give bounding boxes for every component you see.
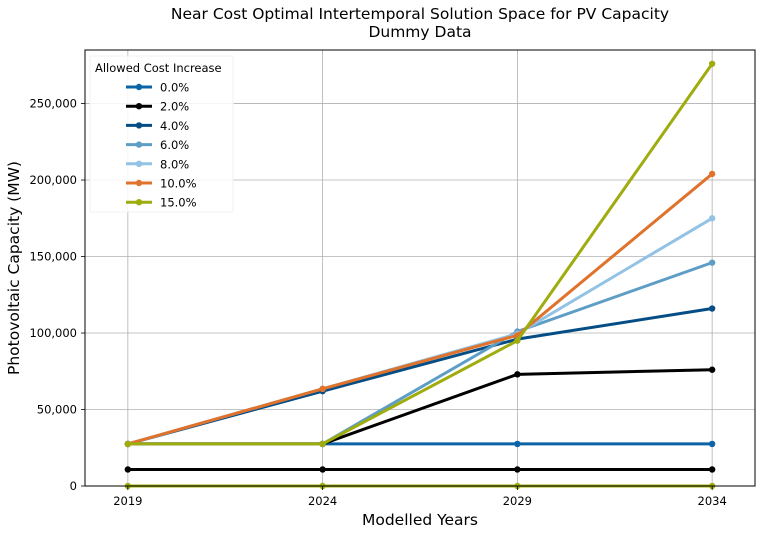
data-point-8-0pct: [708, 215, 716, 222]
legend: Allowed Cost Increase 0.0% 2.0% 4.0% 6.0% 8.…: [89, 55, 234, 213]
legend-label-0-0pct: 0.0%: [160, 81, 189, 95]
legend-marker-6-0pct: [135, 141, 143, 148]
data-point-2-0pct: [708, 466, 716, 473]
legend-marker-8-0pct: [135, 160, 143, 167]
chart-subtitle: Dummy Data: [368, 23, 471, 41]
data-point-2-0pct: [708, 366, 716, 373]
legend-title: Allowed Cost Increase: [95, 61, 222, 75]
y-tick-label: 200,000: [29, 173, 77, 187]
y-tick-label: 0: [70, 479, 77, 493]
legend-marker-15-0pct: [135, 199, 143, 206]
legend-marker-4-0pct: [135, 122, 143, 129]
x-tick-label: 2034: [698, 494, 727, 508]
legend-marker-0-0pct: [135, 83, 143, 91]
y-tick-label: 150,000: [29, 250, 77, 264]
legend-label-8-0pct: 8.0%: [160, 157, 189, 171]
legend-entries: 0.0% 2.0% 4.0% 6.0% 8.0% 10.0% 15.0%: [126, 81, 197, 210]
data-point-10-0pct: [319, 385, 326, 393]
chart-title: Near Cost Optimal Intertemporal Solution…: [171, 5, 669, 23]
series-line-10-0pct: [126, 172, 714, 446]
legend-label-2-0pct: 2.0%: [160, 100, 189, 114]
series-line-15-0pct: [126, 62, 714, 446]
data-point-0-0pct: [514, 440, 521, 448]
data-point-2-0pct: [514, 466, 521, 473]
x-tick-label: 2029: [503, 494, 532, 508]
data-point-6-0pct: [708, 259, 716, 266]
x-axis-label: Modelled Years: [362, 511, 478, 529]
x-tick-label: 2019: [113, 494, 142, 508]
y-tick-label: 100,000: [29, 326, 77, 340]
data-point-4-0pct: [708, 305, 716, 312]
legend-label-6-0pct: 6.0%: [160, 138, 189, 152]
x-tick-label: 2024: [308, 494, 337, 508]
data-point-2-0pct: [319, 466, 326, 473]
y-tick-label: 250,000: [29, 97, 77, 111]
legend-label-10-0pct: 10.0%: [160, 177, 197, 191]
y-tick-label: 50,000: [37, 403, 77, 417]
legend-label-15-0pct: 15.0%: [160, 196, 197, 210]
legend-label-4-0pct: 4.0%: [160, 119, 189, 133]
legend-marker-2-0pct: [135, 103, 143, 110]
y-axis-label: Photovoltaic Capacity (MW): [5, 161, 23, 375]
plot-frame: [84, 49, 756, 487]
data-point-2-0pct: [124, 466, 132, 473]
data-point-15-0pct: [514, 337, 521, 344]
legend-marker-10-0pct: [135, 179, 143, 187]
data-point-15-0pct: [708, 60, 716, 67]
data-point-2-0pct: [514, 371, 521, 378]
data-point-0-0pct: [708, 440, 716, 448]
data-point-15-0pct: [124, 440, 132, 448]
legend-frame: [89, 55, 234, 213]
axis-ticks: 0 50,000 100,000 150,000 200,000 250,000 2019 2…: [29, 97, 726, 508]
data-point-15-0pct: [319, 440, 326, 448]
data-point-10-0pct: [708, 170, 716, 178]
